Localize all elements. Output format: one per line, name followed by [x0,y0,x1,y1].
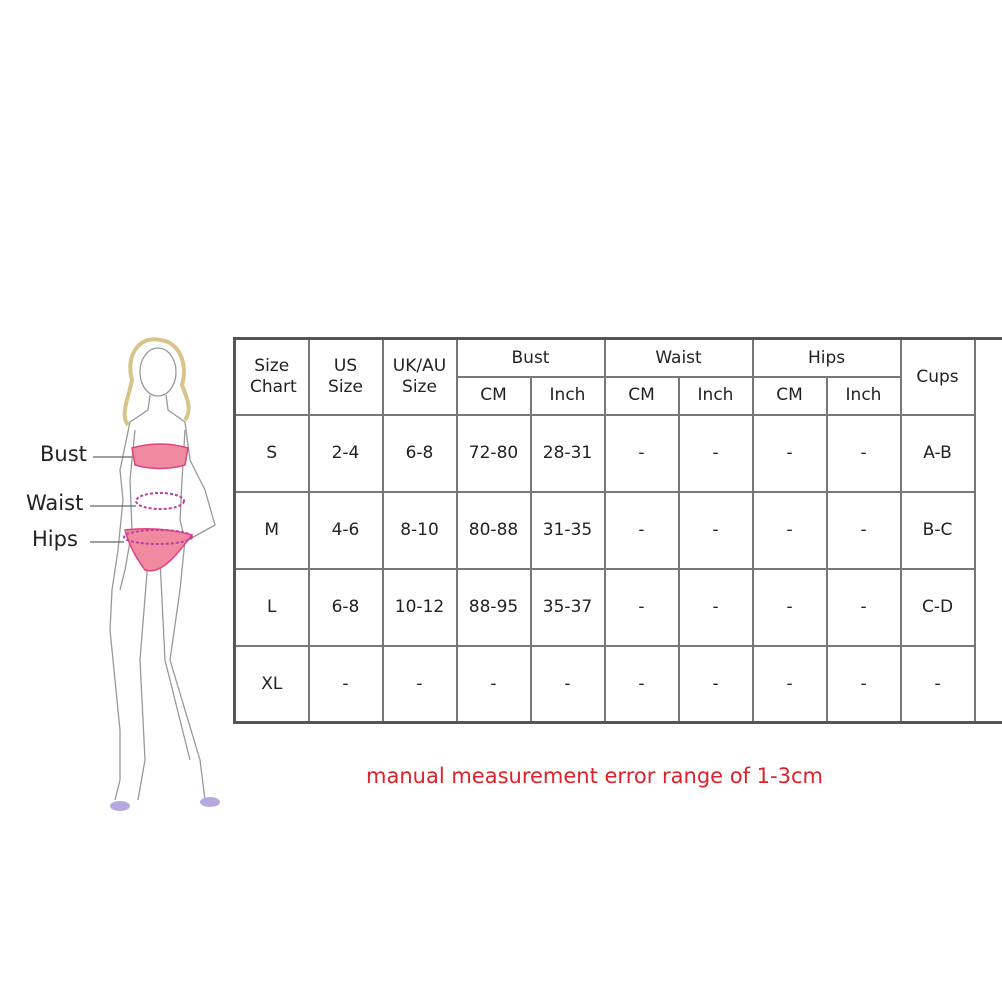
cell-waist-inch: - [677,644,754,724]
header-bust-inch: Inch [529,375,606,416]
cell-us-size: 4-6 [307,490,384,570]
cell-waist-cm: - [603,490,680,570]
woman-figure-icon [90,337,220,811]
header-waist-inch: Inch [677,375,754,416]
table-row: M 4-6 8-10 80-88 31-35- - - - B-C [233,490,1002,570]
cell-bust-cm: 72-80 [455,413,532,493]
cell-cups: - [899,644,976,724]
header-cups: Cups [899,337,976,416]
cell-hips-inch: - [825,567,902,647]
cell-waist-inch: - [677,567,754,647]
table-row: XL - - - - - - - - - [233,644,1002,724]
cell-hips-inch: - [825,490,902,570]
cell-ukau-size: 8-10 [381,490,458,570]
header-ukau-size: UK/AU Size [381,337,458,416]
cell-hips-inch: - [825,413,902,493]
model-illustration: Bust Waist Hips [20,330,240,830]
cell-bust-cm: 80-88 [455,490,532,570]
header-bust: Bust [455,337,606,378]
header-hips-cm: CM [751,375,828,416]
header-hips-inch: Inch [825,375,902,416]
header-waist-cm: CM [603,375,680,416]
header-us-size: US Size [307,337,384,416]
cell-size: M [233,490,310,570]
header-waist: Waist [603,337,754,378]
cell-size: S [233,413,310,493]
cell-hips-inch: - [825,644,902,724]
table-row: S 2-4 6-8 72-80 28-31- - - - A-B [233,413,1002,493]
cell-bust-inch: 35-37 [529,567,606,647]
subheader-row: CM Inch CM Inch CM Inch [235,375,1002,416]
size-chart-table: Size Chart US Size UK/AU Size Bust Waist… [233,337,1002,724]
cell-bust-inch: 31-35 [529,490,606,570]
cell-hips-cm: - [751,644,828,724]
header-hips: Hips [751,337,902,378]
header-bust-cm: CM [455,375,532,416]
bust-label: Bust [40,442,87,466]
cell-hips-cm: - [751,490,828,570]
cell-hips-cm: - [751,567,828,647]
cell-cups: C-D [899,567,976,647]
header-row: Size Chart US Size UK/AU Size Bust Waist… [233,337,1002,416]
cell-cups: A-B [899,413,976,493]
measurement-note: manual measurement error range of 1-3cm [366,764,823,788]
hips-label: Hips [32,527,78,551]
cell-us-size: 2-4 [307,413,384,493]
cell-size: XL [233,644,310,724]
waist-label: Waist [26,491,84,515]
cell-bust-inch: - [529,644,606,724]
cell-hips-cm: - [751,413,828,493]
cell-bust-cm: 88-95 [455,567,532,647]
cell-cups: B-C [899,490,976,570]
table-row: L 6-8 10-12 88-95 35-37- - - - C-D [233,567,1002,647]
cell-waist-inch: - [677,490,754,570]
cell-waist-cm: - [603,413,680,493]
cell-ukau-size: - [381,644,458,724]
cell-bust-cm: - [455,644,532,724]
cell-waist-inch: - [677,413,754,493]
cell-us-size: 6-8 [307,567,384,647]
cell-size: L [233,567,310,647]
header-size-chart: Size Chart [233,337,310,416]
cell-ukau-size: 6-8 [381,413,458,493]
cell-us-size: - [307,644,384,724]
cell-bust-inch: 28-31 [529,413,606,493]
cell-ukau-size: 10-12 [381,567,458,647]
cell-waist-cm: - [603,567,680,647]
cell-waist-cm: - [603,644,680,724]
